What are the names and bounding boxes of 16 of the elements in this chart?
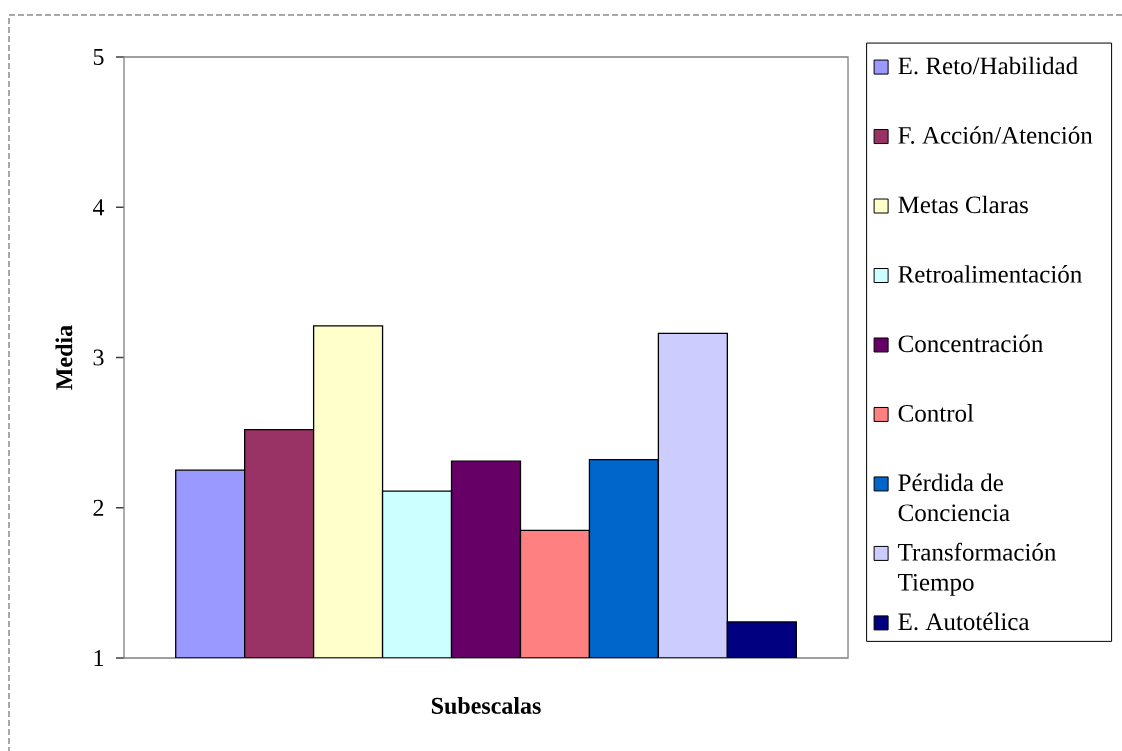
legend-label: Retroalimentación bbox=[898, 265, 1082, 283]
legend-label: Pérdida de Conciencia bbox=[898, 473, 1010, 522]
legend-label: E. Autotélica bbox=[898, 612, 1030, 631]
y-tick-label: 4 bbox=[92, 199, 105, 216]
legend-label: F. Acción/Atención bbox=[898, 126, 1093, 144]
y-axis-title: Media bbox=[55, 325, 73, 390]
y-tick-label: 5 bbox=[93, 49, 104, 65]
legend-label: Concentración bbox=[898, 334, 1044, 353]
legend-label: Control bbox=[898, 404, 974, 422]
x-axis-title: Subescalas bbox=[431, 697, 541, 714]
legend-label: Transformación Tiempo bbox=[898, 542, 1057, 596]
legend-label: E. Reto/Habilidad bbox=[898, 56, 1078, 75]
legend-label: Metas Claras bbox=[898, 195, 1028, 214]
y-tick-label: 2 bbox=[93, 499, 104, 516]
y-tick-label: 3 bbox=[93, 349, 104, 366]
y-tick-label: 1 bbox=[94, 650, 104, 666]
